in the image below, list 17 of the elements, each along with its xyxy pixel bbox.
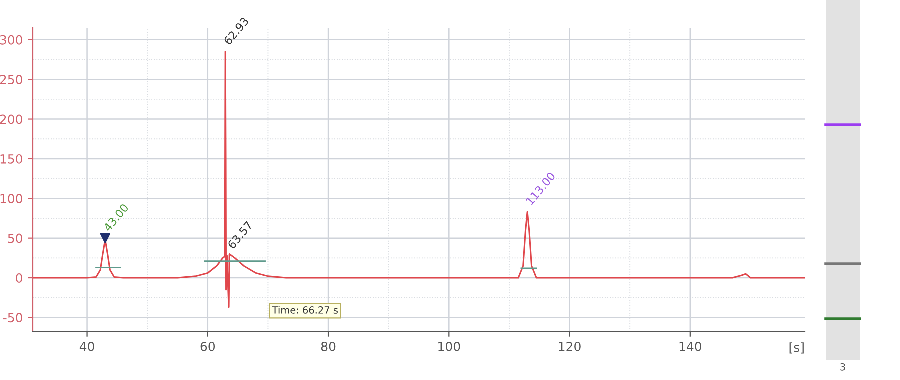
- x-tick-label: 120: [559, 342, 581, 352]
- y-tick-label: 250: [0, 75, 22, 85]
- y-tick-label: 200: [0, 114, 22, 124]
- text: 3: [840, 363, 846, 371]
- x-tick-label: 80: [321, 342, 336, 352]
- y-tick-label: 0: [16, 274, 22, 283]
- annotation: Time: 66.27 s: [272, 306, 338, 314]
- y-tick-label: 300: [0, 35, 22, 45]
- y-tick-label: 150: [0, 154, 22, 164]
- y-tick-label: 100: [0, 194, 22, 204]
- y-tick-label: -50: [3, 313, 22, 323]
- x-tick-label: 40: [80, 342, 94, 352]
- x-tick-label: 140: [680, 342, 702, 352]
- y-tick-label: 50: [8, 234, 22, 244]
- x-tick-label: 100: [438, 342, 460, 352]
- x-axis-title: [s]: [790, 342, 804, 354]
- x-tick-label: 60: [200, 342, 216, 352]
